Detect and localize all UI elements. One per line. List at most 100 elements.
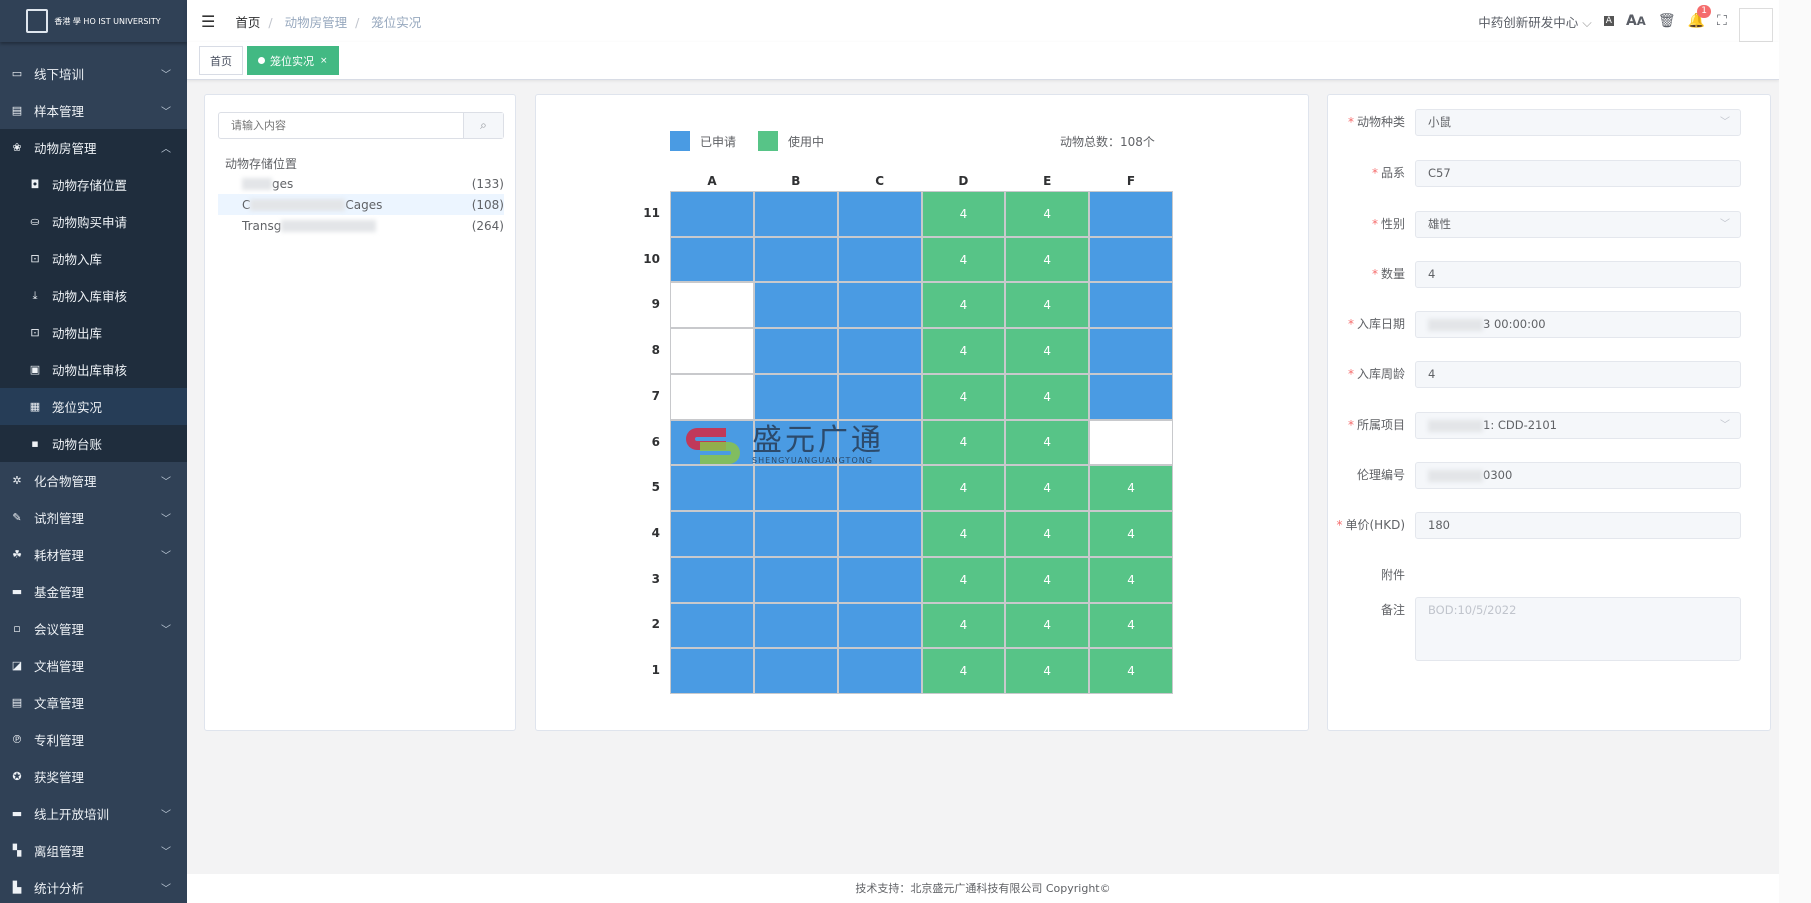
sidebar-item[interactable]: ✲ 化合物管理 ﹀ <box>0 462 187 499</box>
cage-cell-applied[interactable] <box>838 329 921 373</box>
cage-cell-in-use[interactable]: 4 <box>922 420 1005 465</box>
cage-cell-applied[interactable] <box>671 192 753 236</box>
trash-icon[interactable]: 🗑 <box>1657 13 1676 29</box>
cage-cell-applied[interactable] <box>754 649 837 693</box>
cage-cell-in-use[interactable]: 4 <box>1090 649 1172 693</box>
close-icon[interactable]: × <box>320 55 328 66</box>
cage-cell-applied[interactable] <box>1090 192 1172 236</box>
logo[interactable]: 香港 學 HO IST UNIVERSITY <box>0 0 187 42</box>
cage-cell-applied[interactable] <box>671 466 753 511</box>
cage-cell-applied[interactable] <box>671 512 753 556</box>
search-button[interactable]: ⌕ <box>463 113 503 138</box>
cage-cell-applied[interactable] <box>1090 283 1172 328</box>
cage-cell-applied[interactable] <box>838 649 921 693</box>
select-field[interactable]: 雄性 ﹀ <box>1415 211 1741 238</box>
sidebar-item[interactable]: ▚ 离组管理 ﹀ <box>0 832 187 869</box>
cage-cell-applied[interactable] <box>838 603 921 648</box>
cage-cell-applied[interactable] <box>838 466 921 511</box>
cage-cell-applied[interactable] <box>671 237 753 282</box>
cage-cell-in-use[interactable]: 4 <box>922 603 1005 648</box>
cage-cell-applied[interactable] <box>838 237 921 282</box>
sidebar-item[interactable]: ▙ 统计分析 ﹀ <box>0 869 187 903</box>
tree-node-selected[interactable]: C Cages (108) <box>218 194 504 215</box>
cage-cell-applied[interactable] <box>838 420 921 465</box>
tree-node[interactable]: ges (133) <box>218 173 504 194</box>
cage-cell-applied[interactable] <box>754 512 837 556</box>
sidebar-item[interactable]: ✎ 试剂管理 ﹀ <box>0 499 187 536</box>
input-field[interactable]: 180 <box>1415 512 1741 539</box>
sidebar-item[interactable]: ▣ 动物出库审核 <box>0 351 187 388</box>
tree-node[interactable]: Transg (264) <box>218 215 504 236</box>
input-field[interactable]: 4 <box>1415 261 1741 288</box>
input-field[interactable]: C57 <box>1415 160 1741 187</box>
input-field[interactable]: 0300 <box>1415 462 1741 489</box>
cage-cell-in-use[interactable]: 4 <box>1006 329 1089 373</box>
sidebar-item[interactable]: ▬ 基金管理 <box>0 573 187 610</box>
remarks-textarea[interactable]: BOD:10/5/2022 <box>1415 597 1741 661</box>
sidebar-item[interactable]: ◘ 动物存储位置 <box>0 166 187 203</box>
cage-cell-in-use[interactable]: 4 <box>922 466 1005 511</box>
cage-cell-applied[interactable] <box>1090 374 1172 419</box>
cage-cell-in-use[interactable]: 4 <box>1006 466 1089 511</box>
cage-cell-applied[interactable] <box>1090 237 1172 282</box>
cage-cell-in-use[interactable]: 4 <box>922 649 1005 693</box>
sidebar-item[interactable]: ▭ 线下培训 ﹀ <box>0 55 187 92</box>
sidebar-item[interactable]: ✪ 获奖管理 <box>0 758 187 795</box>
hamburger-icon[interactable]: ☰ <box>201 11 216 31</box>
cage-cell-applied[interactable] <box>671 420 753 465</box>
sidebar-item[interactable]: ▫ 会议管理 ﹀ <box>0 610 187 647</box>
cage-cell-in-use[interactable]: 4 <box>1006 420 1089 465</box>
search-input[interactable] <box>219 113 463 138</box>
tag-cage-status[interactable]: 笼位实况 × <box>247 46 339 75</box>
cage-cell-in-use[interactable]: 4 <box>1090 512 1172 556</box>
sidebar-item[interactable]: ℗ 专利管理 <box>0 721 187 758</box>
sidebar-item[interactable]: ◪ 文档管理 <box>0 647 187 684</box>
cage-cell-in-use[interactable]: 4 <box>1006 283 1089 328</box>
cage-cell-in-use[interactable]: 4 <box>922 557 1005 602</box>
org-select[interactable]: 中药创新研发中心 ⌵ <box>1478 12 1591 31</box>
cage-cell-in-use[interactable]: 4 <box>922 283 1005 328</box>
cage-cell-applied[interactable] <box>838 512 921 556</box>
cage-cell-in-use[interactable]: 4 <box>1090 557 1172 602</box>
sidebar-item[interactable]: ▤ 文章管理 <box>0 684 187 721</box>
cage-cell-applied[interactable] <box>1090 329 1172 373</box>
translate-icon[interactable]: A <box>1603 16 1614 26</box>
cage-cell-in-use[interactable]: 4 <box>1090 603 1172 648</box>
sidebar-item[interactable]: ▬ 线上开放培训 ﹀ <box>0 795 187 832</box>
cage-cell-empty[interactable] <box>671 329 753 373</box>
sidebar-item[interactable]: ☘ 耗材管理 ﹀ <box>0 536 187 573</box>
cage-cell-in-use[interactable]: 4 <box>922 237 1005 282</box>
cage-cell-empty[interactable] <box>671 374 753 419</box>
cage-cell-in-use[interactable]: 4 <box>1006 237 1089 282</box>
cage-cell-in-use[interactable]: 4 <box>922 374 1005 419</box>
input-field[interactable]: 3 00:00:00 <box>1415 311 1741 338</box>
cage-cell-applied[interactable] <box>754 466 837 511</box>
sidebar-item[interactable]: ⤓ 动物入库审核 <box>0 277 187 314</box>
select-field[interactable]: 1: CDD-2101 ﹀ <box>1415 412 1741 439</box>
select-field[interactable]: 小鼠 ﹀ <box>1415 109 1741 136</box>
cage-cell-in-use[interactable]: 4 <box>1006 603 1089 648</box>
cage-cell-applied[interactable] <box>838 192 921 236</box>
cage-cell-in-use[interactable]: 4 <box>1006 649 1089 693</box>
cage-cell-in-use[interactable]: 4 <box>1006 374 1089 419</box>
bell-icon[interactable]: 🔔 1 <box>1688 5 1712 29</box>
font-size-icon[interactable]: AA <box>1625 13 1646 29</box>
sidebar-item[interactable]: ▤ 样本管理 ﹀ <box>0 92 187 129</box>
sidebar-item[interactable]: ⊡ 动物出库 <box>0 314 187 351</box>
cage-cell-applied[interactable] <box>754 329 837 373</box>
cage-cell-applied[interactable] <box>838 374 921 419</box>
input-field[interactable]: 4 <box>1415 361 1741 388</box>
cage-cell-in-use[interactable]: 4 <box>1090 466 1172 511</box>
cage-cell-empty[interactable] <box>1090 420 1172 465</box>
cage-cell-applied[interactable] <box>754 374 837 419</box>
cage-cell-in-use[interactable]: 4 <box>922 512 1005 556</box>
cage-cell-applied[interactable] <box>838 557 921 602</box>
cage-cell-applied[interactable] <box>754 237 837 282</box>
cage-cell-in-use[interactable]: 4 <box>1006 512 1089 556</box>
cage-cell-applied[interactable] <box>754 420 837 465</box>
sidebar-item[interactable]: ⛀ 动物购买申请 <box>0 203 187 240</box>
cage-cell-applied[interactable] <box>754 192 837 236</box>
sidebar-item[interactable]: ▪ 动物台账 <box>0 425 187 462</box>
breadcrumb-home[interactable]: 首页 <box>235 14 261 30</box>
sidebar-item[interactable]: ⊡ 动物入库 <box>0 240 187 277</box>
